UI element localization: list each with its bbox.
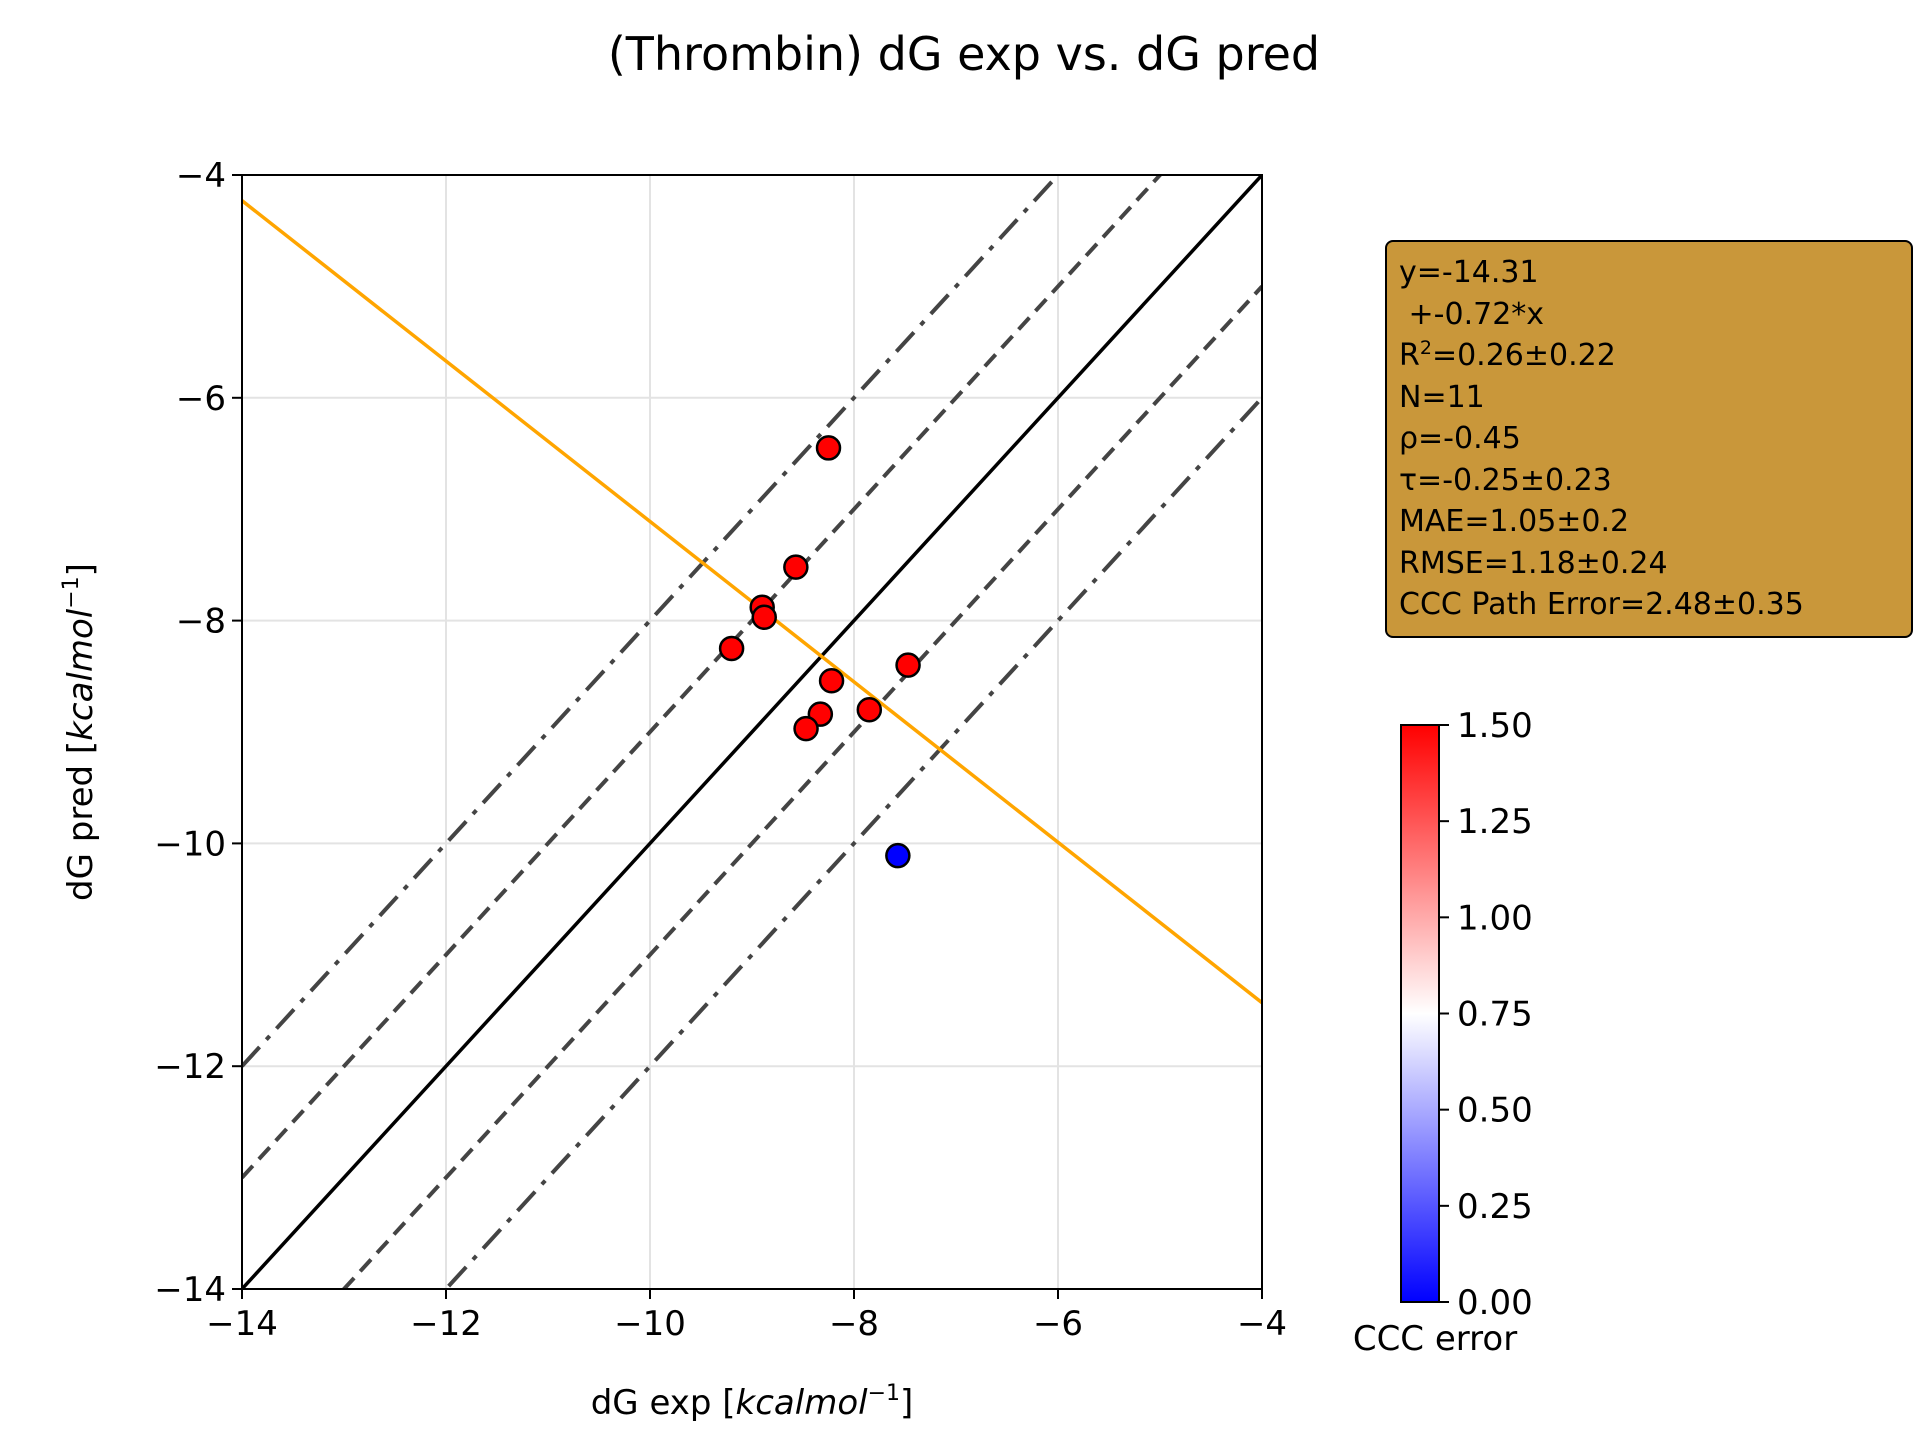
stats-rmse: RMSE=1.18±0.24 [1399,545,1668,581]
colorbar-tick-label: 1.50 [1457,706,1533,746]
x-tick-label: −8 [829,1304,879,1344]
stats-fit-intercept: y=-14.31 [1399,255,1539,290]
y-tick-label: −6 [176,379,226,419]
data-point [783,554,809,580]
y-axis-label: dG pred [kcalmol−1] [59,563,101,901]
y-tick-label: −4 [176,156,226,196]
colorbar [1400,724,1440,1303]
x-tick-label: −12 [410,1304,482,1344]
chart-title: (Thrombin) dG exp vs. dG pred [608,27,1320,81]
colorbar-tick-label: 0.00 [1457,1283,1533,1323]
colorbar-tick-label: 0.25 [1457,1187,1533,1227]
colorbar-label: CCC error [1353,1319,1517,1359]
data-point [856,696,883,723]
identity-line [242,175,1262,1289]
y-tick-label: −10 [154,824,226,864]
stats-n: N=11 [1399,379,1485,415]
stats-r2: R2=0.26±0.22 [1399,337,1616,373]
x-tick-label: −4 [1237,1304,1287,1344]
x-axis-label: dG exp [kcalmol−1] [591,1381,914,1423]
y-tick-label: −14 [154,1270,226,1310]
colorbar-tick-label: 0.50 [1457,1091,1533,1131]
y-axis-ticks: −14 −12 −10 −8 −6 −4 [154,156,242,1310]
colorbar-tick-label: 0.75 [1457,995,1533,1035]
stats-mae: MAE=1.05±0.2 [1399,504,1630,539]
data-point [718,635,745,662]
data-point [815,435,842,461]
colorbar-tick-label: 1.00 [1457,898,1533,938]
plot-frame [241,174,1263,1290]
data-point [895,652,921,678]
reference-lines [242,175,1262,1289]
stats-ccc: CCC Path Error=2.48±0.35 [1399,587,1804,622]
x-tick-label: −14 [206,1304,278,1344]
stats-fit-slope: +-0.72*x [1399,296,1545,332]
stats-box: y=-14.31 +-0.72*x R2=0.26±0.22 N=11 ρ=-0… [1385,240,1913,638]
x-tick-label: −6 [1033,1304,1083,1344]
y-tick-label: −8 [176,602,226,642]
x-axis-ticks: −14 −12 −10 −8 −6 −4 [206,1289,1287,1344]
y-tick-label: −12 [154,1047,226,1087]
data-point [751,604,777,631]
data-point [818,668,845,694]
stats-tau: τ=-0.25±0.23 [1399,462,1612,498]
colorbar-tick-label: 1.25 [1457,802,1533,842]
data-point [793,715,819,742]
dashdot-line [242,175,1061,1068]
data-points [718,435,921,869]
stats-rho: ρ=-0.45 [1399,421,1521,456]
x-tick-label: −10 [614,1304,686,1344]
dashed-line [341,285,1262,1289]
dashdot-line [443,396,1262,1289]
colorbar-ticks: 0.00 0.25 0.50 0.75 1.00 1.25 1.50 [1439,706,1533,1323]
data-point [885,842,911,869]
